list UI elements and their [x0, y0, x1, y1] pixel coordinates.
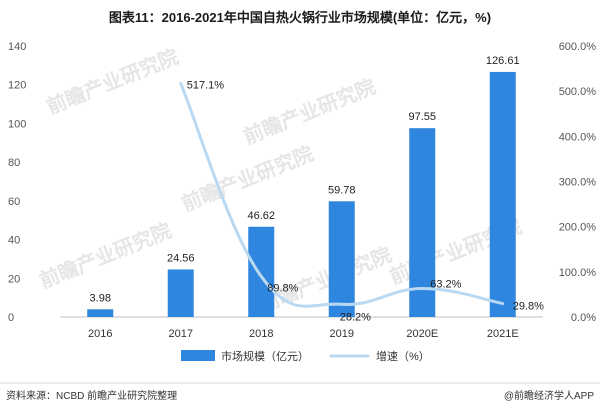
line-value-label: 28.2% [340, 311, 371, 323]
x-tick-label: 2021E [487, 328, 519, 340]
line-value-label: 63.2% [430, 278, 461, 290]
bar-value-label: 59.78 [328, 184, 356, 196]
y-left-tick-label: 0 [8, 312, 14, 324]
watermark-text: 前瞻产业研究院 [36, 218, 175, 293]
y-left-tick-label: 20 [8, 273, 20, 285]
watermark-text: 前瞻产业研究院 [178, 141, 317, 216]
logo-text: @前瞻经济学人APP [504, 389, 594, 402]
y-left-tick-label: 100 [8, 118, 26, 130]
y-left-tick-label: 120 [8, 80, 26, 92]
y-right-tick-label: 500.0% [559, 86, 597, 98]
line-value-label: 89.8% [267, 282, 298, 294]
legend: 市场规模（亿元） 增速（%） [181, 349, 430, 363]
watermark-text: 前瞻产业研究院 [43, 44, 182, 119]
bars [87, 71, 516, 317]
source-text: 资料来源：NCBD 前瞻产业研究院整理 [6, 389, 177, 402]
axes: 0 20 40 60 80 100 120 140 0.0% 100.0% 200.0% 300.0%… [8, 41, 596, 340]
bar-value-label: 126.61 [486, 55, 520, 67]
growth-line [179, 81, 505, 308]
bar [167, 269, 194, 317]
watermark-text: 前瞻产业研究院 [240, 74, 379, 149]
bar-value-label: 3.98 [90, 292, 111, 304]
bar-value-label: 24.56 [167, 252, 195, 264]
x-tick-label: 2017 [169, 328, 193, 340]
y-right-tick-label: 300.0% [559, 177, 597, 189]
line-value-label: 29.8% [513, 301, 544, 313]
y-right-tick-label: 100.0% [559, 267, 597, 279]
data-labels: 3.98 24.56 46.62 59.78 97.55 126.61 517.1% 89.8… [90, 55, 545, 323]
y-left-tick-label: 140 [8, 41, 26, 53]
y-left-tick-label: 60 [8, 196, 20, 208]
legend-swatch-bar [181, 350, 215, 361]
bar [328, 201, 355, 317]
bar [87, 309, 114, 317]
bar [489, 71, 516, 317]
line-value-label: 517.1% [187, 79, 225, 91]
x-tick-label: 2016 [88, 328, 112, 340]
y-right-tick-label: 200.0% [559, 222, 597, 234]
y-left-tick-label: 80 [8, 157, 20, 169]
chart-title: 图表11：2016-2021年中国自热火锅行业市场规模(单位：亿元，%) [109, 10, 491, 25]
bar [409, 128, 436, 317]
bar-value-label: 46.62 [247, 210, 275, 222]
legend-label-line: 增速（%） [376, 349, 430, 363]
bar-value-label: 97.55 [408, 111, 436, 123]
x-tick-label: 2018 [249, 328, 273, 340]
y-right-tick-label: 600.0% [559, 41, 597, 53]
bar [248, 226, 275, 317]
y-right-tick-label: 0.0% [571, 312, 596, 324]
x-tick-label: 2019 [330, 328, 354, 340]
x-tick-label: 2020E [406, 328, 438, 340]
legend-label-bar: 市场规模（亿元） [221, 349, 309, 363]
y-right-tick-label: 400.0% [559, 131, 597, 143]
y-left-tick-label: 40 [8, 235, 20, 247]
growth-line-path [179, 81, 505, 308]
